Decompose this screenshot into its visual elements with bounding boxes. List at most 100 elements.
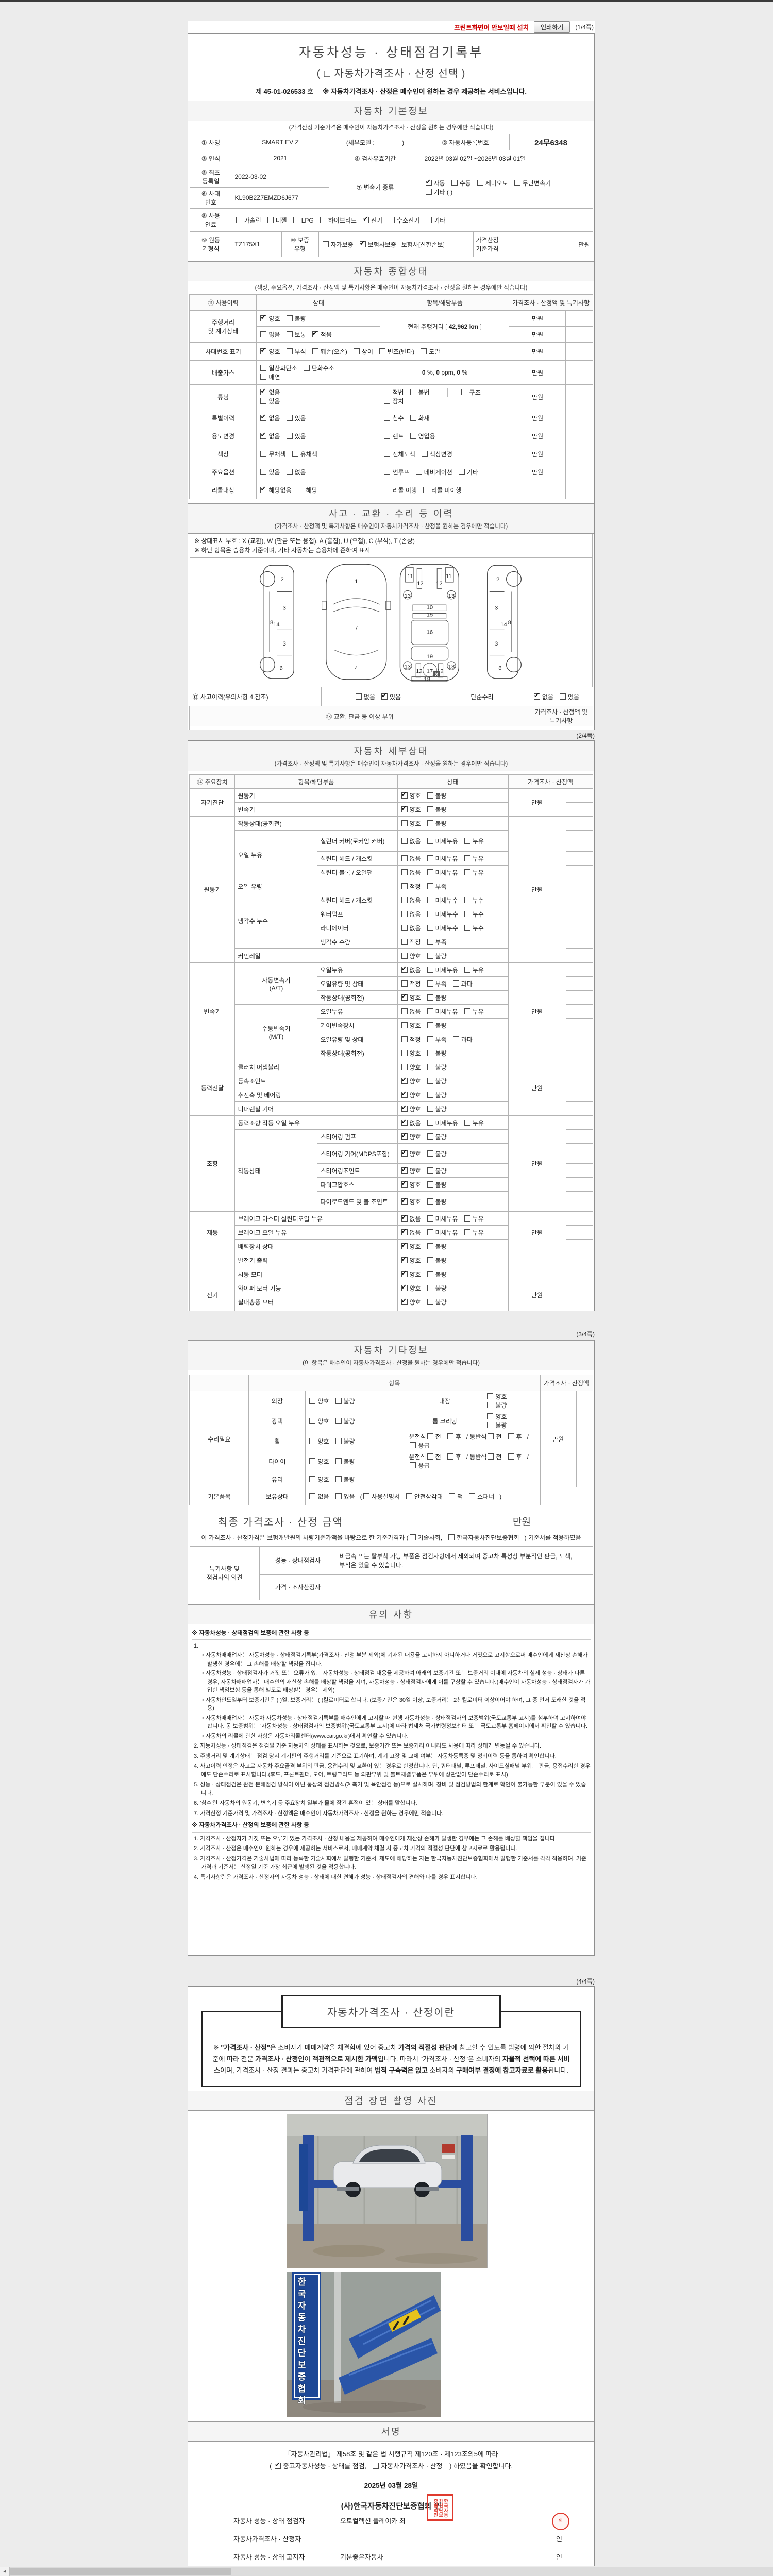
checkbox-기타[interactable]: [426, 216, 432, 223]
checkbox-미세누유[interactable]: [427, 837, 433, 844]
checkbox-양호[interactable]: [401, 1196, 408, 1205]
checkbox-없음[interactable]: [260, 413, 267, 421]
checkbox-없음[interactable]: [286, 468, 293, 475]
checkbox-양호[interactable]: [401, 1131, 408, 1140]
checkbox-없음[interactable]: [260, 387, 267, 395]
checkbox-없음[interactable]: [309, 1493, 316, 1499]
checkbox-양호[interactable]: [401, 1269, 408, 1277]
checkbox-양호[interactable]: [309, 1437, 316, 1444]
checkbox-미세누유[interactable]: [427, 869, 433, 875]
checkbox-양호[interactable]: [401, 804, 408, 812]
checkbox-전[interactable]: [488, 1433, 494, 1439]
checkbox-불량[interactable]: [335, 1417, 342, 1424]
checkbox-누유[interactable]: [464, 855, 470, 861]
checkbox-응급[interactable]: [410, 1462, 416, 1468]
checkbox-LPG[interactable]: [293, 216, 299, 223]
checkbox-미세누유[interactable]: [427, 1215, 433, 1222]
checkbox-전기[interactable]: [362, 215, 369, 223]
checkbox-불량[interactable]: [487, 1402, 494, 1408]
checkbox-양호[interactable]: [401, 1022, 408, 1028]
checkbox-불량[interactable]: [427, 1167, 433, 1174]
checkbox-가솔린[interactable]: [236, 216, 242, 223]
checkbox-수소전기[interactable]: [389, 216, 395, 223]
checkbox-양호[interactable]: [401, 1063, 408, 1070]
checkbox-탄화수소[interactable]: [303, 365, 310, 371]
checkbox-자동차가격조사 · 산정[interactable]: [373, 2463, 379, 2469]
checkbox-네비게이션[interactable]: [415, 468, 422, 475]
checkbox-미세누유[interactable]: [427, 1008, 433, 1014]
checkbox-있음[interactable]: [560, 693, 566, 700]
checkbox-양호[interactable]: [260, 346, 267, 354]
checkbox-양호[interactable]: [401, 1076, 408, 1084]
checkbox-없음[interactable]: [401, 910, 408, 917]
checkbox-불량[interactable]: [335, 1458, 342, 1464]
checkbox-적정[interactable]: [401, 883, 408, 889]
checkbox-양호[interactable]: [401, 1241, 408, 1249]
checkbox-없음[interactable]: [355, 693, 362, 700]
checkbox-양호[interactable]: [401, 1148, 408, 1157]
checkbox-썬루프[interactable]: [384, 468, 391, 475]
checkbox-불량[interactable]: [427, 994, 433, 1001]
checkbox-누수[interactable]: [464, 910, 470, 917]
checkbox-없음[interactable]: [401, 964, 408, 973]
checkbox-미세누유[interactable]: [427, 855, 433, 861]
checkbox-하이브리드[interactable]: [320, 216, 326, 223]
checkbox-양호[interactable]: [309, 1397, 316, 1404]
checkbox-양호[interactable]: [260, 313, 267, 321]
checkbox-양호[interactable]: [401, 992, 408, 1001]
checkbox-미세누유[interactable]: [427, 966, 433, 973]
checkbox-해당없음[interactable]: [260, 485, 267, 493]
checkbox-부족[interactable]: [427, 980, 433, 987]
checkbox-화재[interactable]: [410, 414, 416, 421]
checkbox-응급[interactable]: [410, 1442, 416, 1448]
checkbox-불량[interactable]: [427, 1105, 433, 1112]
checkbox-양호[interactable]: [401, 1297, 408, 1305]
checkbox-누유[interactable]: [464, 1119, 470, 1126]
checkbox-미세누수[interactable]: [427, 896, 433, 903]
checkbox-미세누수[interactable]: [427, 924, 433, 931]
checkbox-변조(변타)[interactable]: [379, 348, 385, 354]
checkbox-일산화탄소[interactable]: [260, 365, 267, 371]
checkbox-중고자동차성능 · 상태를 점검,[interactable]: [275, 2461, 281, 2469]
checkbox-불량[interactable]: [335, 1397, 342, 1404]
checkbox-스패너[interactable]: [469, 1493, 476, 1499]
checkbox-불량[interactable]: [427, 792, 433, 799]
checkbox-누유[interactable]: [464, 1229, 470, 1235]
checkbox-불량[interactable]: [427, 1077, 433, 1084]
checkbox-있음[interactable]: [260, 468, 267, 475]
checkbox-잭[interactable]: [449, 1493, 456, 1499]
print-button[interactable]: 인쇄하기: [534, 21, 570, 33]
checkbox-무단변속기[interactable]: [514, 179, 520, 186]
checkbox-불량[interactable]: [427, 1257, 433, 1263]
checkbox-불량[interactable]: [335, 1437, 342, 1444]
checkbox-후[interactable]: [508, 1433, 514, 1439]
checkbox-불량[interactable]: [286, 315, 293, 321]
checkbox-불법[interactable]: [410, 388, 416, 395]
checkbox-전[interactable]: [427, 1433, 433, 1439]
checkbox-부식[interactable]: [286, 348, 293, 354]
checkbox-보험사보증[interactable]: [359, 239, 366, 247]
checkbox-과다[interactable]: [452, 1036, 459, 1042]
checkbox-보통[interactable]: [286, 331, 293, 337]
checkbox-수동[interactable]: [451, 179, 458, 186]
checkbox-불량[interactable]: [427, 1270, 433, 1277]
checkbox-양호[interactable]: [487, 1393, 494, 1399]
checkbox-적정[interactable]: [401, 1036, 408, 1042]
checkbox-적정[interactable]: [401, 980, 408, 987]
checkbox-있음[interactable]: [381, 691, 388, 700]
checkbox-누유[interactable]: [464, 966, 470, 973]
checkbox-전[interactable]: [488, 1453, 494, 1460]
checkbox-색상변경[interactable]: [421, 450, 428, 457]
checkbox-없음[interactable]: [401, 1008, 408, 1014]
checkbox-불량[interactable]: [427, 1091, 433, 1098]
checkbox-있음[interactable]: [286, 432, 293, 439]
checkbox-장치[interactable]: [384, 398, 391, 404]
checkbox-많음[interactable]: [260, 331, 267, 337]
checkbox-디젤[interactable]: [267, 216, 274, 223]
checkbox-양호[interactable]: [401, 1255, 408, 1263]
checkbox-불량[interactable]: [427, 820, 433, 826]
checkbox-영업용[interactable]: [410, 432, 416, 439]
checkbox-있음[interactable]: [286, 414, 293, 421]
checkbox-구조[interactable]: [461, 388, 467, 395]
checkbox-상이[interactable]: [353, 348, 360, 354]
